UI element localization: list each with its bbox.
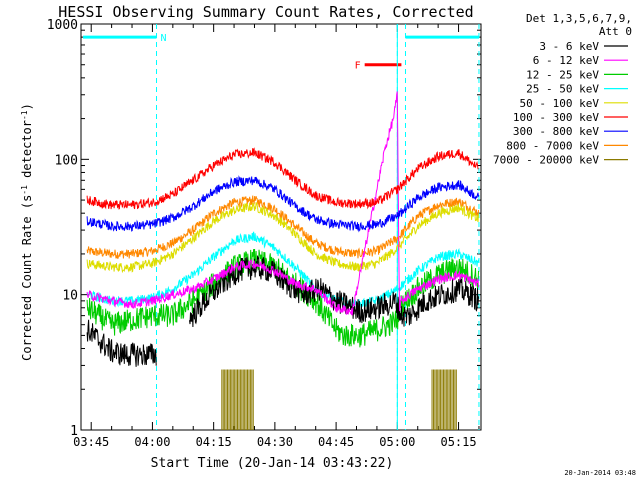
legend-label: 12 - 25 keV [526,68,599,81]
svg-text:Corrected Count Rate (s-1 dete: Corrected Count Rate (s-1 detector-1) [20,103,35,361]
series-line-7 [86,195,479,260]
legend-label: 50 - 100 keV [520,97,600,110]
axis-ticks: 03:45 04:00 04:15 04:30 04:45 05:00 05:15 1 10 10… [47,18,481,449]
y-tick-label: 1 [70,424,78,439]
legend-header-line2: Att 0 [599,25,632,38]
legend-label: 100 - 300 keV [513,111,599,124]
series-line-1 [86,91,479,316]
y-axis-label-main: Corrected Count Rate (s [20,195,34,361]
chart-title: HESSI Observing Summary Count Rates, Cor… [58,3,473,21]
y-axis-label-mid: detector [20,120,34,185]
series-line-5 [86,147,479,210]
series-line-2 [86,248,479,348]
legend-label: 7000 - 20000 keV [493,154,599,167]
legend-label: 25 - 50 keV [526,83,599,96]
x-tick-label: 03:45 [73,435,109,449]
burst-group [221,369,254,430]
x-tick-label: 04:15 [196,435,232,449]
y-tick-label: 100 [55,153,78,168]
series-line-6 [86,175,479,233]
x-tick-label: 04:30 [257,435,293,449]
y-axis-label-sup1: -1 [20,185,29,195]
x-axis-label: Start Time (20-Jan-14 03:43:22) [151,456,394,471]
x-tick-label: 05:00 [379,435,415,449]
annotation-layer: NF [83,24,480,430]
legend-label: 800 - 7000 keV [506,139,599,152]
series-line-4 [86,201,479,274]
legend-label: 3 - 6 keV [539,40,599,53]
x-tick-label: 04:00 [134,435,170,449]
legend-label: 6 - 12 keV [533,54,600,67]
y-axis-label: Corrected Count Rate (s-1 detector-1) [20,103,35,361]
flare-label: F [355,61,361,72]
burst-group [431,369,457,430]
plot-frame [80,23,482,431]
y-tick-label: 10 [62,289,78,304]
y-axis-label-end: ) [20,103,34,110]
x-tick-label: 05:15 [440,435,476,449]
footer-timestamp: 20-Jan-2014 03:48 [564,469,636,477]
legend-label: 300 - 800 keV [513,125,599,138]
legend-header-line1: Det 1,3,5,6,7,9, [526,12,632,25]
night-label: N [161,33,167,44]
series-layer [86,91,479,367]
y-tick-label: 1000 [47,18,78,33]
y-axis-label-sup2: -1 [20,110,29,120]
x-tick-label: 04:45 [318,435,354,449]
